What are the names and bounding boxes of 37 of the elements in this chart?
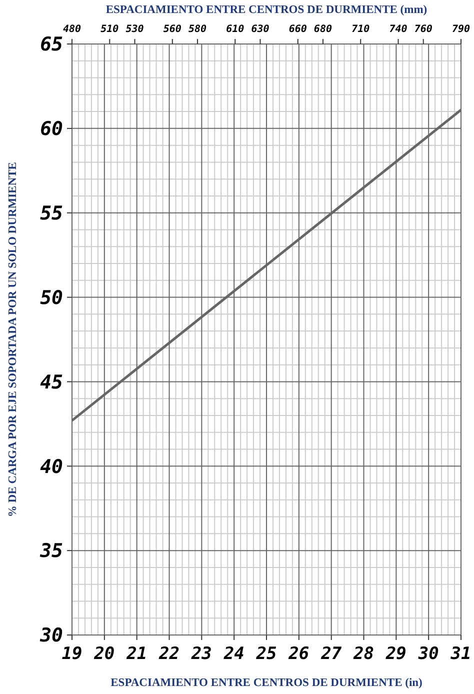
y-tick-label: 60	[40, 118, 63, 140]
x-tick-label: 19	[62, 644, 82, 664]
x-tick-label: 20	[93, 644, 115, 664]
y-tick-label: 45	[40, 371, 63, 394]
x-tick-label: 29	[384, 644, 406, 664]
y-tick-label: 35	[39, 540, 63, 562]
x-axis-title: ESPACIAMIENTO ENTRE CENTROS DE DURMIENTE (in)	[110, 677, 423, 689]
y-tick-label: 40	[40, 456, 63, 478]
x2-tick-label: 760	[414, 24, 432, 35]
x-tick-label: 25	[255, 644, 277, 664]
x2-tick-label: 530	[126, 24, 144, 35]
y-axis-title: % DE CARGA POR EJE SOPORTADA POR UN SOLO DURMIENTE	[7, 162, 19, 517]
x2-tick-label: 560	[163, 24, 182, 35]
y-tick-label: 65	[40, 34, 63, 56]
x-tick-label: 31	[450, 644, 472, 664]
x-tick-label: 21	[126, 644, 148, 664]
x2-tick-label: 610	[226, 24, 244, 35]
x-tick-label: 23	[190, 644, 212, 664]
y-tick-label: 55	[40, 202, 63, 225]
x2-tick-label: 710	[352, 24, 370, 35]
x2-tick-label: 630	[251, 24, 270, 35]
x-tick-label: 24	[222, 644, 244, 664]
x2-tick-label: 680	[314, 24, 332, 35]
x-tick-label: 26	[288, 644, 310, 664]
x2-axis-title: ESPACIAMIENTO ENTRE CENTROS DE DURMIENTE (mm)	[106, 4, 428, 16]
y-tick-label: 30	[39, 624, 63, 647]
x-tick-label: 30	[417, 644, 439, 664]
y-tick-label: 50	[40, 286, 63, 309]
x-tick-label: 22	[158, 644, 180, 664]
x2-tick-label: 740	[389, 24, 408, 35]
x2-tick-label: 790	[452, 24, 470, 35]
x2-tick-label: 580	[188, 24, 207, 35]
x2-tick-label: 510	[100, 24, 119, 35]
x-tick-label: 27	[320, 644, 342, 664]
x2-tick-label: 660	[288, 24, 307, 35]
x2-tick-label: 480	[62, 24, 82, 35]
x-tick-label: 28	[352, 644, 374, 664]
